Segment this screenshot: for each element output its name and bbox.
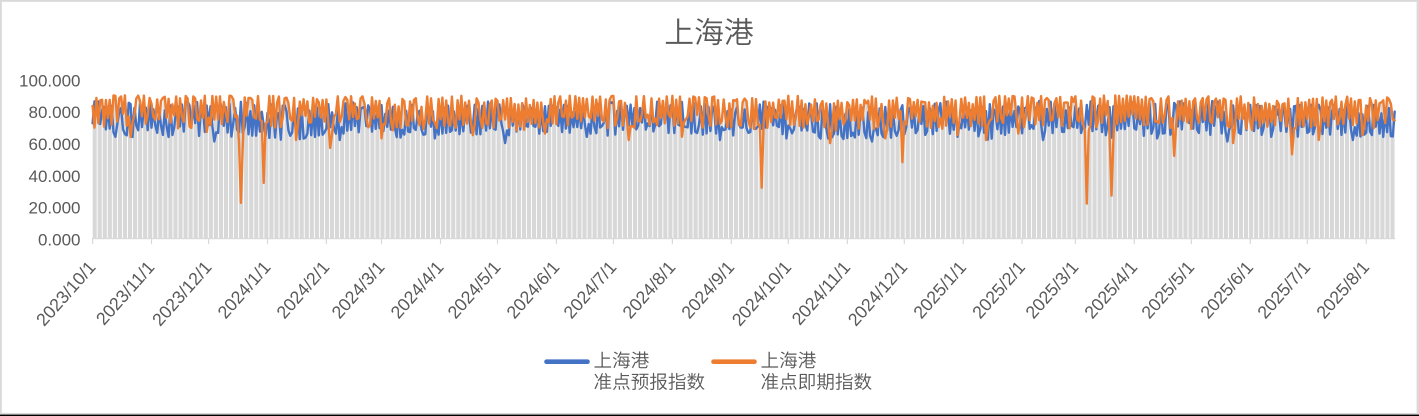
svg-text:40.000: 40.000 <box>29 167 81 186</box>
svg-text:100.000: 100.000 <box>19 71 80 90</box>
svg-text:60.000: 60.000 <box>29 135 81 154</box>
svg-text:0.000: 0.000 <box>38 231 81 250</box>
svg-text:20.000: 20.000 <box>29 199 81 218</box>
svg-text:80.000: 80.000 <box>29 103 81 122</box>
